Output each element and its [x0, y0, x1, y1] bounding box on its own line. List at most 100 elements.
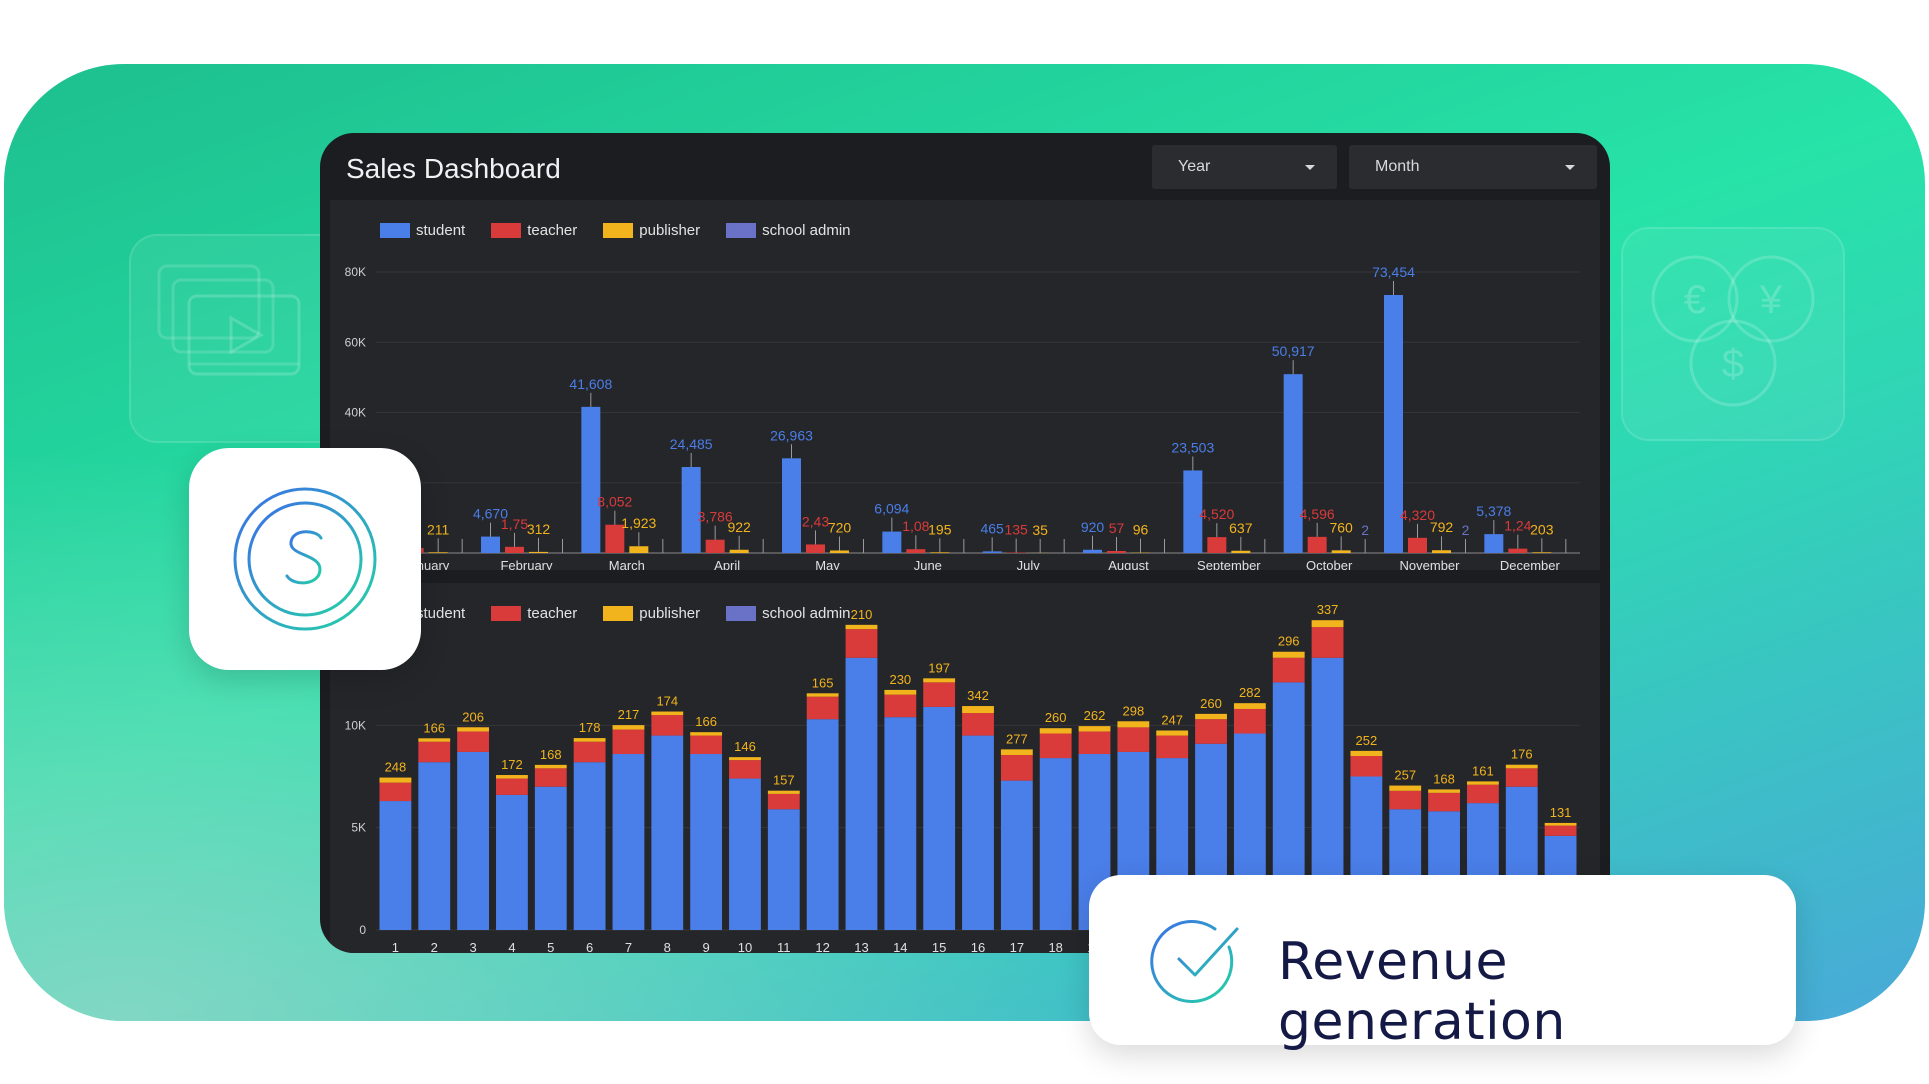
stacked-segment-publisher [1039, 728, 1072, 734]
bar-teacher [906, 549, 926, 553]
stacked-segment-student [729, 778, 761, 930]
stacked-segment-publisher [806, 693, 839, 697]
bar-student [1083, 549, 1102, 553]
data-label: 24,485 [670, 436, 713, 452]
x-tick-label: 4 [508, 940, 515, 953]
legend-label: publisher [639, 222, 701, 239]
stacked-segment-student [534, 786, 567, 930]
legend-swatch [726, 223, 757, 238]
x-tick-label: July [1017, 558, 1041, 570]
legend-label: school admin [762, 222, 851, 239]
y-tick-label: 40K [345, 406, 366, 420]
bar-teacher [1307, 536, 1327, 553]
legend-label: student [416, 222, 466, 239]
legend-item-publisher[interactable]: publisher [603, 222, 700, 239]
stacked-segment-teacher [767, 793, 800, 810]
data-label: 312 [527, 521, 551, 537]
x-tick-label: 9 [703, 940, 710, 953]
data-label: 206 [462, 709, 484, 724]
legend-item-school-admin[interactable]: school admin [726, 222, 851, 239]
stacked-segment-teacher [418, 741, 451, 763]
bar-publisher [1432, 550, 1451, 553]
legend-item-teacher[interactable]: teacher [491, 605, 577, 622]
year-dropdown[interactable]: Year [1152, 145, 1337, 189]
y-tick-label: 0 [359, 923, 366, 937]
data-label: 248 [385, 760, 407, 775]
stacked-segment-teacher [884, 694, 917, 718]
data-label: 197 [928, 660, 950, 675]
bar-publisher [930, 552, 950, 553]
stacked-segment-student [418, 762, 451, 930]
bar-student [1183, 470, 1203, 553]
data-label: 3,786 [698, 509, 733, 525]
sales-dashboard-window: Sales Dashboard Year Month student teach… [320, 133, 1610, 953]
stacked-segment-student [457, 751, 490, 930]
data-label: 1,75 [501, 516, 528, 532]
video-stack-icon [129, 234, 348, 443]
stacked-segment-teacher [1466, 784, 1499, 804]
svg-text:€: € [1684, 278, 1706, 322]
stacked-segment-teacher [1195, 719, 1227, 744]
month-dropdown[interactable]: Month [1349, 145, 1597, 189]
data-label: 4,520 [1199, 506, 1234, 522]
x-tick-label: 1 [392, 940, 399, 953]
data-label: 23,503 [1171, 439, 1214, 455]
stacked-segment-publisher [767, 790, 800, 794]
data-label: 792 [1430, 519, 1454, 535]
data-label: 342 [967, 688, 989, 703]
data-label: 257 [1394, 768, 1416, 783]
x-tick-label: September [1197, 558, 1261, 570]
legend-item-school-admin[interactable]: school admin [726, 605, 851, 622]
data-label: 4,670 [473, 506, 508, 522]
stacked-segment-teacher [1350, 756, 1383, 777]
stacked-segment-teacher [962, 713, 994, 736]
legend-item-student[interactable]: student [380, 222, 465, 239]
stacked-segment-teacher [534, 768, 567, 787]
bar-student [481, 536, 500, 553]
data-label: 247 [1161, 713, 1183, 728]
bar-student [581, 406, 601, 553]
stacked-segment-publisher [1350, 750, 1383, 757]
stacked-segment-publisher [1428, 789, 1460, 793]
legend-item-teacher[interactable]: teacher [491, 222, 577, 239]
x-tick-label: 8 [664, 940, 671, 953]
stacked-segment-publisher [457, 727, 490, 732]
data-label: 50,917 [1272, 343, 1315, 359]
data-label: 210 [851, 607, 873, 622]
bar-publisher [1331, 550, 1351, 553]
x-tick-label: May [815, 558, 840, 570]
monthly-sales-chart: 80K60K40K20K0January26211February4,6701,… [345, 264, 1580, 573]
bar-student [882, 531, 902, 553]
data-label: 1,24 [1504, 518, 1531, 534]
bar-student [1283, 374, 1303, 553]
y-tick-label: 60K [345, 335, 366, 349]
bar-teacher [806, 544, 825, 553]
legend-swatch [380, 223, 410, 238]
stacked-segment-student [923, 706, 956, 930]
stacked-segment-teacher [1272, 657, 1305, 683]
x-tick-label: August [1108, 558, 1149, 570]
data-label: 166 [423, 720, 445, 735]
data-label: 203 [1530, 521, 1554, 537]
stacked-segment-teacher [1156, 735, 1189, 759]
data-label: 282 [1239, 685, 1261, 700]
data-label: 5,378 [1476, 503, 1511, 519]
x-tick-label: 15 [932, 940, 946, 953]
stacked-segment-publisher [962, 706, 994, 714]
data-label: 296 [1278, 634, 1300, 649]
stacked-segment-teacher [1505, 768, 1538, 787]
data-label: 4,596 [1300, 506, 1335, 522]
stacked-segment-publisher [1195, 713, 1227, 720]
x-tick-label: 16 [971, 940, 985, 953]
bar-publisher [729, 549, 749, 553]
data-label: 135 [1004, 522, 1028, 538]
x-tick-label: 12 [815, 940, 829, 953]
stacked-segment-teacher [1078, 731, 1111, 754]
legend-label: teacher [527, 222, 578, 239]
legend-item-publisher[interactable]: publisher [603, 605, 700, 622]
stacked-segment-publisher [1544, 822, 1577, 826]
stacked-segment-teacher [651, 715, 684, 736]
revenue-generation-badge: Revenue generation [1089, 875, 1796, 1052]
stacked-segment-student [651, 735, 684, 930]
stacked-segment-student [612, 753, 645, 930]
